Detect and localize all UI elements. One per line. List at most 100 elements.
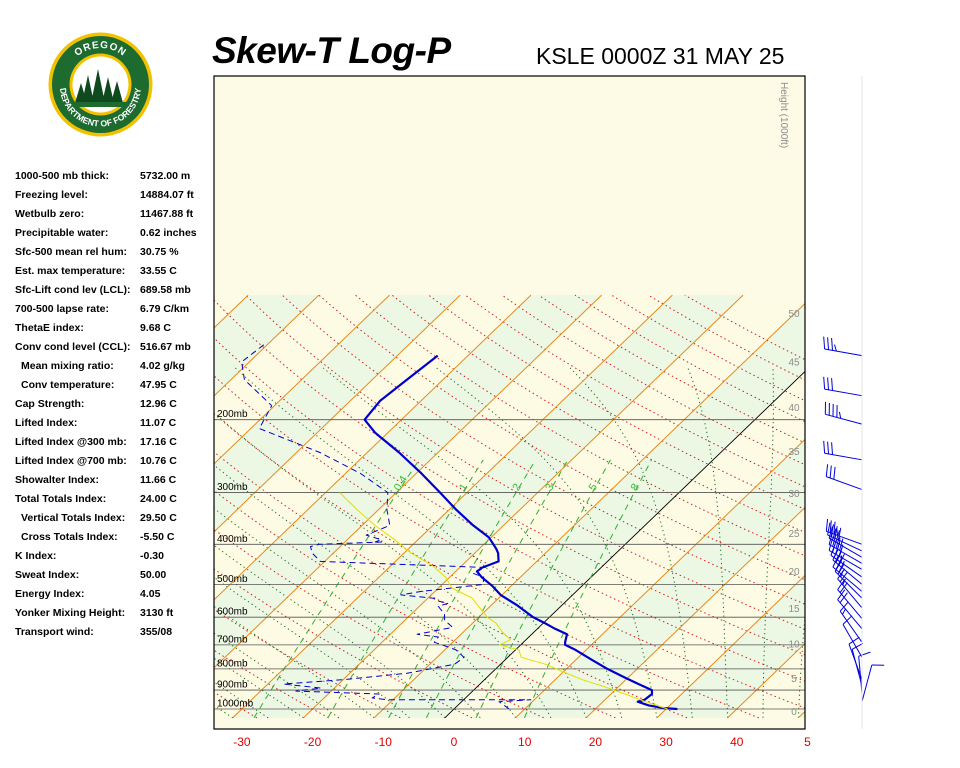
height-tick: 50 (788, 309, 800, 320)
index-value: 11467.88 ft (140, 208, 194, 220)
temperature-band (0, 295, 178, 718)
mixing-ratio-label: 3 (543, 482, 556, 494)
pressure-label: 900mb (217, 680, 248, 691)
mixing-ratio-line (425, 459, 569, 719)
isotherm (214, 294, 320, 397)
index-label: Lifted Index @300 mb: (15, 436, 127, 448)
dry-adiabat (214, 337, 805, 682)
index-label: Lifted Index: (15, 417, 78, 429)
wind-barb (823, 336, 863, 357)
index-value: 10.76 C (140, 455, 177, 467)
mixing-ratio-line (253, 459, 420, 719)
index-label: 1000-500 mb thick: (15, 170, 109, 182)
height-tick: 5 (791, 674, 797, 685)
isotherm (869, 295, 960, 718)
index-value: 4.05 (140, 588, 161, 600)
temperature-tick: 20 (589, 735, 603, 749)
index-value: -0.30 (140, 550, 164, 562)
temperature-band (0, 295, 36, 718)
index-value: 0.62 inches (140, 227, 197, 239)
wind-barb (824, 401, 863, 425)
wind-barb (825, 464, 863, 491)
index-label: Conv cond level (CCL): (15, 341, 131, 353)
dry-adiabat (214, 649, 329, 719)
index-label: Total Totals Index: (15, 493, 107, 505)
oregon-department-of-forestry-logo: OREGON DEPARTMENT OF FORESTRY (48, 32, 153, 137)
wind-barb (861, 664, 885, 702)
dry-adiabat (428, 294, 805, 510)
temperature-band (869, 295, 960, 718)
index-label: Wetbulb zero: (15, 208, 85, 220)
index-label: Cap Strength: (15, 398, 85, 410)
index-label: 700-500 lapse rate: (15, 303, 109, 315)
isotherm (515, 438, 805, 719)
pressure-label: 600mb (217, 607, 248, 618)
index-value: 47.95 C (140, 379, 177, 391)
index-value: 6.79 C/km (140, 303, 190, 315)
wind-barb (823, 440, 863, 461)
index-label: Yonker Mixing Height: (15, 607, 126, 619)
index-label: Mean mixing ratio: (21, 360, 114, 372)
wind-barb (858, 651, 871, 695)
temperature-band (303, 295, 805, 718)
wind-barb (823, 376, 863, 397)
height-tick: 20 (788, 567, 800, 578)
index-label: Sweat Index: (15, 569, 80, 581)
index-value: 30.75 % (140, 246, 179, 258)
mixing-ratio-label: 5 (587, 482, 600, 494)
dry-adiabat (355, 294, 805, 557)
temperature-tick: -10 (375, 735, 393, 749)
isotherm (798, 710, 805, 719)
index-value: 9.68 C (140, 322, 171, 334)
temperature-band (214, 295, 249, 328)
index-value: 11.07 C (140, 417, 177, 429)
height-tick: 0 (791, 707, 797, 718)
wind-barb (842, 615, 863, 658)
index-value: 355/08 (140, 626, 173, 638)
mixing-ratio-label: 1 (457, 482, 470, 494)
isotherm (214, 294, 390, 465)
plot-frame (213, 75, 806, 730)
height-tick: 10 (788, 640, 800, 651)
temperature-band (214, 295, 673, 718)
index-label: Sfc-500 mean rel hum: (15, 246, 128, 258)
index-label: Vertical Totals Index: (21, 512, 126, 524)
isotherm (214, 294, 603, 669)
chart-title: Skew-T Log-P (212, 30, 451, 71)
mixing-ratio-label: 8 (629, 482, 642, 494)
temperature-tick: 30 (659, 735, 673, 749)
parcel-line (339, 492, 668, 710)
wind-barb (839, 601, 863, 643)
pressure-label: 400mb (217, 534, 248, 545)
mixing-ratio-line (523, 459, 653, 719)
wind-barb (825, 518, 863, 545)
index-value: 29.50 C (140, 512, 177, 524)
dry-adiabat (391, 294, 805, 533)
index-label: Precipitable water: (15, 227, 109, 239)
index-label: Est. max temperature: (15, 265, 126, 277)
index-value: 3130 ft (140, 607, 174, 619)
isotherm (0, 295, 107, 718)
height-tick: 15 (788, 604, 800, 615)
pressure-label: 1000mb (217, 699, 254, 710)
index-value: 516.67 mb (140, 341, 191, 353)
height-tick: 30 (788, 489, 800, 500)
height-tick: 40 (788, 403, 800, 414)
index-label: K Index: (15, 550, 57, 562)
temperature-tick: 10 (518, 735, 532, 749)
isotherm (303, 294, 744, 719)
wind-barb (828, 532, 863, 564)
index-value: 11.66 C (140, 474, 177, 486)
index-value: 5732.00 m (140, 170, 191, 182)
moist-adiabat (214, 704, 234, 719)
index-value: 14884.07 ft (140, 189, 194, 201)
isotherm (0, 295, 36, 718)
index-label: Cross Totals Index: (21, 531, 118, 543)
index-value: 17.16 C (140, 436, 177, 448)
index-value: 4.02 g/kg (140, 360, 185, 372)
pressure-label: 300mb (217, 482, 248, 493)
index-value: -5.50 C (140, 531, 175, 543)
index-label: Energy Index: (15, 588, 85, 600)
temperature-tick: -20 (304, 735, 322, 749)
dewpoint-line (241, 341, 532, 710)
